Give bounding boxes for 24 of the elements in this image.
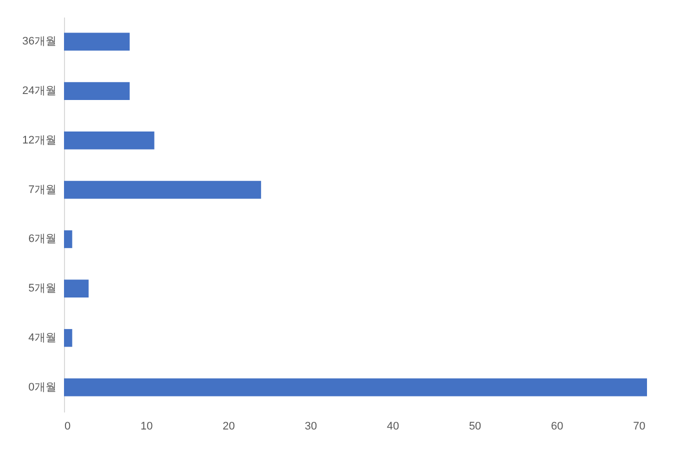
- y-tick-label: 7개월: [28, 184, 56, 196]
- x-tick-label: 30: [304, 420, 317, 432]
- bar: [64, 280, 89, 298]
- y-tick-label: 4개월: [28, 332, 56, 344]
- bar: [64, 378, 647, 396]
- y-tick-label: 36개월: [22, 36, 56, 48]
- bar: [64, 329, 72, 347]
- x-tick-label: 0: [64, 420, 71, 432]
- bar: [64, 132, 154, 150]
- bar: [64, 180, 262, 199]
- bar: [64, 32, 130, 51]
- y-tick-label: 24개월: [22, 85, 56, 98]
- x-tick-label: 10: [140, 420, 153, 432]
- y-tick-label: 12개월: [22, 134, 56, 146]
- y-tick-label: 6개월: [28, 233, 56, 246]
- bar: [64, 230, 72, 248]
- bar: [64, 82, 130, 100]
- x-tick-label: 50: [468, 420, 482, 432]
- x-tick-label: 70: [633, 420, 646, 432]
- x-tick-label: 20: [222, 420, 235, 432]
- y-tick-label: 0개월: [28, 381, 56, 394]
- y-tick-label: 5개월: [28, 282, 56, 295]
- x-tick-label: 60: [551, 420, 564, 432]
- x-tick-label: 40: [386, 420, 400, 432]
